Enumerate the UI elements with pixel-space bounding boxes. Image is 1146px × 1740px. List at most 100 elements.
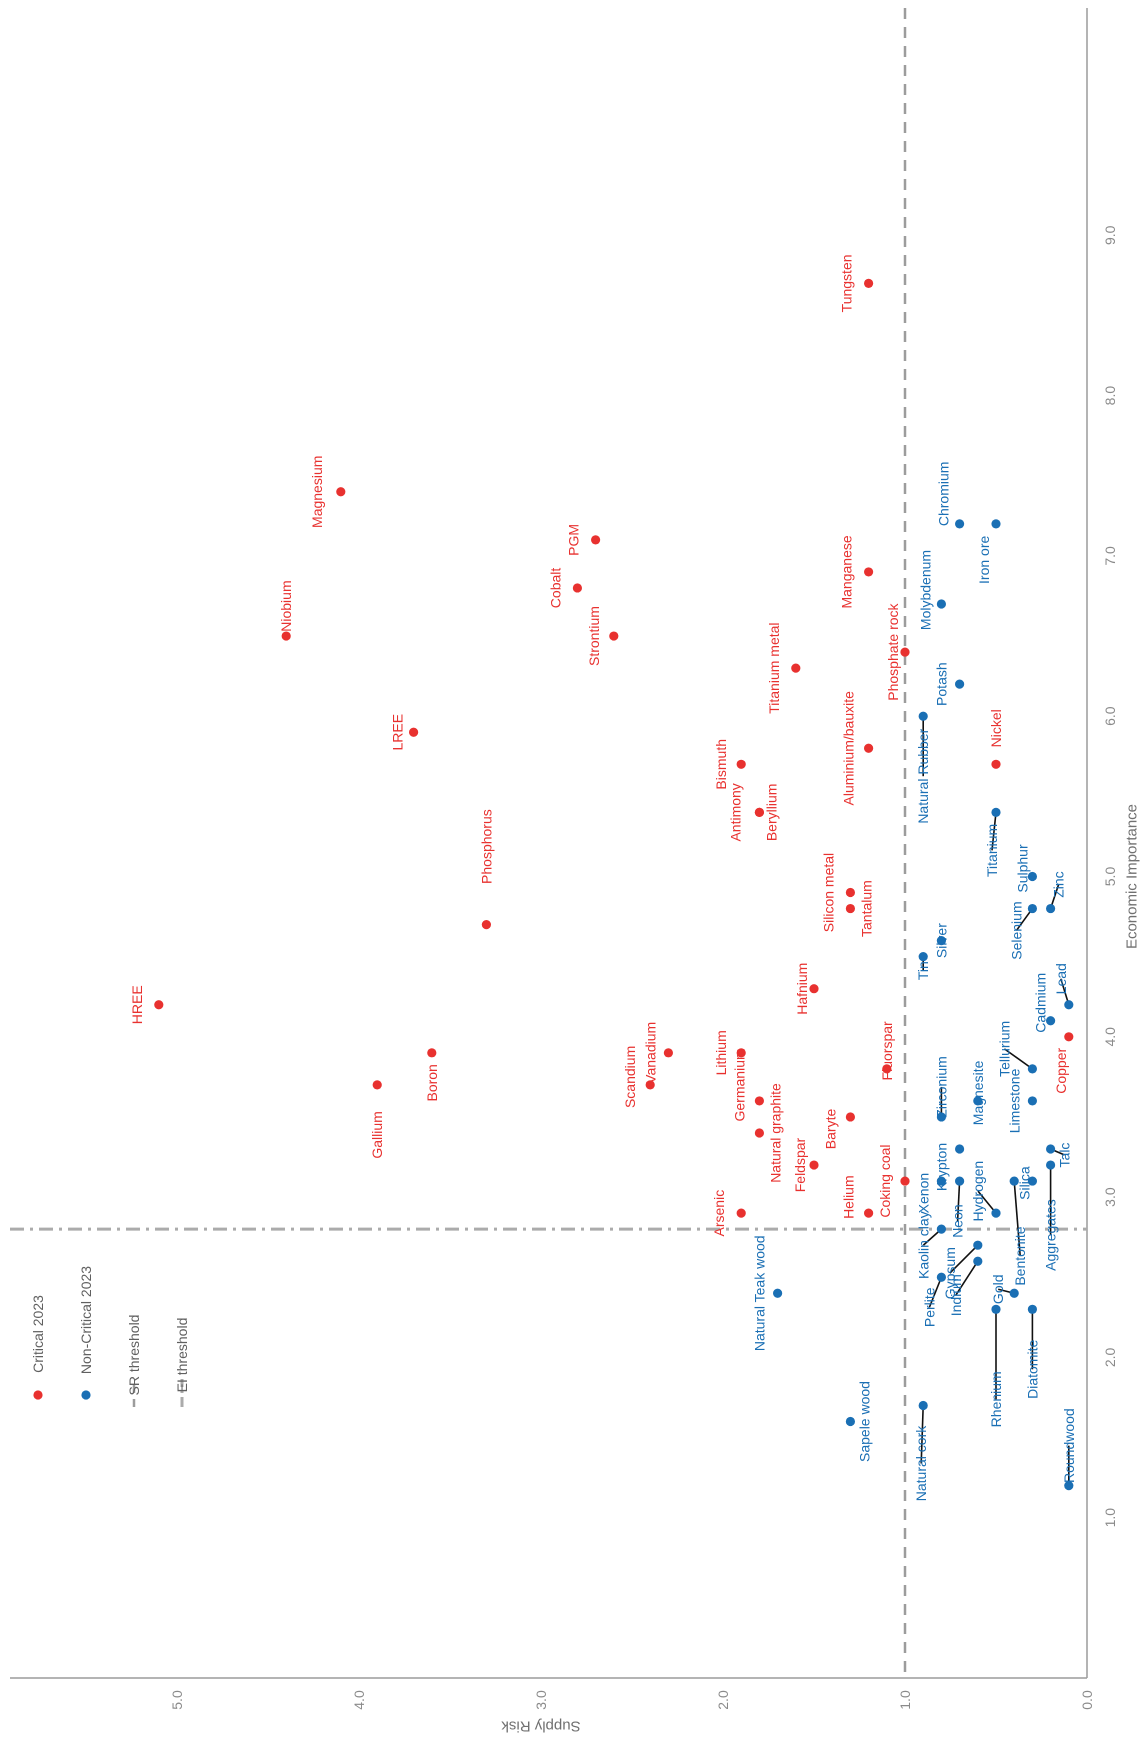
leader-line (1013, 1181, 1021, 1257)
data-point (336, 487, 346, 497)
x-tick-label: 2.0 (1102, 1347, 1118, 1367)
data-label: Tellurium (996, 1021, 1012, 1077)
data-point (736, 759, 746, 769)
leader-line (928, 1276, 943, 1308)
data-point (918, 711, 928, 721)
data-point (791, 663, 801, 673)
data-point (900, 1176, 910, 1186)
data-label: Aluminium/bauxite (841, 691, 857, 806)
y-tick-label: 5.0 (169, 1690, 185, 1710)
data-label: Hydrogen (970, 1161, 986, 1222)
y-tick-label: 3.0 (533, 1690, 549, 1710)
x-tick-label: 7.0 (1102, 546, 1118, 566)
data-point (754, 1128, 765, 1138)
data-point (809, 984, 819, 994)
data-label: Antimony (727, 783, 743, 841)
data-label: Natural graphite (767, 1083, 783, 1183)
data-point (754, 807, 765, 817)
data-label: Indium (948, 1274, 964, 1316)
data-label: Bismuth (713, 739, 729, 790)
data-label: Diatomite (1024, 1340, 1040, 1399)
legend-marker (81, 1390, 91, 1400)
y-tick-label: 1.0 (897, 1690, 913, 1710)
data-point (1046, 1160, 1056, 1170)
data-point (736, 1208, 746, 1218)
data-point (973, 1240, 983, 1250)
data-label: Baryte (822, 1109, 838, 1150)
data-point (918, 1400, 928, 1411)
data-point (936, 936, 947, 946)
data-point (1064, 1000, 1074, 1010)
data-label: Magnesium (309, 456, 325, 528)
data-label: Gold (990, 1274, 1006, 1304)
data-point (609, 631, 619, 641)
data-label: Phosphorus (478, 809, 494, 884)
data-point (864, 1208, 874, 1218)
data-point (154, 1000, 164, 1010)
x-tick-label: 9.0 (1102, 225, 1118, 245)
data-label: Feldspar (792, 1137, 808, 1192)
data-label: Lead (1053, 963, 1069, 994)
data-label: Beryllium (763, 784, 779, 842)
data-label: Potash (934, 662, 950, 706)
data-label: Gallium (369, 1111, 385, 1158)
leader-line (1003, 1048, 1033, 1070)
data-label: Molybdenum (917, 550, 933, 630)
data-label: PGM (566, 524, 582, 556)
data-point (663, 1048, 674, 1058)
data-point (936, 1224, 947, 1234)
data-point (281, 631, 291, 641)
data-point (1027, 1064, 1037, 1074)
leader-line (949, 1244, 979, 1274)
x-tick-label: 8.0 (1102, 386, 1118, 406)
data-point (372, 1080, 382, 1090)
data-label: Perlite (921, 1287, 937, 1327)
data-point (1046, 1016, 1056, 1026)
data-point (591, 535, 601, 545)
legend-label: Non-Critical 2023 (78, 1266, 94, 1374)
x-tick-label: 5.0 (1102, 867, 1118, 887)
y-tick-label: 0.0 (1079, 1690, 1095, 1710)
data-point (936, 1112, 947, 1122)
data-point (1009, 1176, 1019, 1186)
data-point (1046, 903, 1056, 914)
data-point (1027, 1096, 1037, 1106)
y-tick-label: 4.0 (351, 1690, 367, 1710)
data-label: Natural Rubber (915, 728, 931, 823)
data-label: Gypsum (942, 1247, 958, 1299)
data-label: Titanium metal (766, 622, 782, 713)
data-point (845, 887, 856, 898)
data-label: Helium (841, 1175, 857, 1219)
data-point (864, 567, 874, 577)
legend-marker (33, 1390, 43, 1400)
legend-label: EI threshold (174, 1318, 190, 1393)
data-label: Kaolin clay (915, 1211, 931, 1279)
data-label: Sulphur (1014, 844, 1030, 893)
leader-line (991, 812, 997, 851)
data-label: Manganese (839, 535, 855, 608)
data-point (936, 1176, 947, 1186)
data-point (955, 1176, 965, 1186)
data-label: Boron (424, 1064, 440, 1101)
data-label: Zinc (1051, 871, 1067, 897)
y-tick-label: 2.0 (715, 1690, 731, 1710)
data-label: HREE (129, 985, 145, 1024)
data-point (845, 903, 856, 914)
data-label: Hafnium (794, 963, 810, 1015)
data-label: Phosphate rock (885, 602, 901, 700)
x-tick-label: 3.0 (1102, 1187, 1118, 1207)
data-label: Rhenium (988, 1371, 1004, 1427)
data-point (809, 1160, 819, 1170)
data-label: Nickel (988, 709, 1004, 747)
x-tick-label: 6.0 (1102, 706, 1118, 726)
data-point (754, 1096, 765, 1106)
data-label: Neon (950, 1204, 966, 1237)
data-label: Silicon metal (820, 853, 836, 932)
data-label: Strontium (586, 606, 602, 666)
data-point (936, 1272, 947, 1282)
data-point (845, 1112, 856, 1122)
data-label: Cobalt (547, 568, 563, 609)
data-point (973, 1096, 983, 1106)
